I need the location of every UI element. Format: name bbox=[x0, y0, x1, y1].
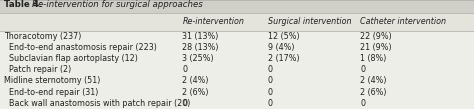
Text: Table 4:: Table 4: bbox=[4, 0, 42, 9]
Text: Re-intervention: Re-intervention bbox=[182, 17, 245, 26]
Text: 0: 0 bbox=[268, 65, 273, 74]
FancyBboxPatch shape bbox=[0, 0, 474, 13]
Text: End-to-end repair (31): End-to-end repair (31) bbox=[4, 88, 98, 97]
Text: 0: 0 bbox=[268, 88, 273, 97]
Text: 0: 0 bbox=[268, 99, 273, 108]
Text: 2 (4%): 2 (4%) bbox=[360, 77, 387, 85]
Text: Midline sternotomy (51): Midline sternotomy (51) bbox=[4, 77, 100, 85]
Text: 12 (5%): 12 (5%) bbox=[268, 32, 300, 41]
Text: 9 (4%): 9 (4%) bbox=[268, 43, 294, 52]
Text: Back wall anastomosis with patch repair (20): Back wall anastomosis with patch repair … bbox=[4, 99, 190, 108]
Text: 2 (6%): 2 (6%) bbox=[360, 88, 387, 97]
Text: Subclavian flap aortoplasty (12): Subclavian flap aortoplasty (12) bbox=[4, 54, 137, 63]
Text: 2 (4%): 2 (4%) bbox=[182, 77, 209, 85]
Text: 0: 0 bbox=[268, 77, 273, 85]
Text: Catheter intervention: Catheter intervention bbox=[360, 17, 447, 26]
Text: Surgical intervention: Surgical intervention bbox=[268, 17, 351, 26]
Text: 0: 0 bbox=[360, 99, 365, 108]
Text: 0: 0 bbox=[360, 65, 365, 74]
Text: 21 (9%): 21 (9%) bbox=[360, 43, 392, 52]
Text: 2 (17%): 2 (17%) bbox=[268, 54, 300, 63]
Text: 0: 0 bbox=[182, 99, 188, 108]
Text: 1 (8%): 1 (8%) bbox=[360, 54, 387, 63]
Text: 28 (13%): 28 (13%) bbox=[182, 43, 219, 52]
FancyBboxPatch shape bbox=[0, 13, 474, 31]
Text: 22 (9%): 22 (9%) bbox=[360, 32, 392, 41]
Text: Patch repair (2): Patch repair (2) bbox=[4, 65, 71, 74]
Text: 31 (13%): 31 (13%) bbox=[182, 32, 219, 41]
Text: Re-intervention for surgical approaches: Re-intervention for surgical approaches bbox=[32, 0, 203, 9]
Text: 3 (25%): 3 (25%) bbox=[182, 54, 214, 63]
Text: End-to-end anastomosis repair (223): End-to-end anastomosis repair (223) bbox=[4, 43, 157, 52]
Text: 0: 0 bbox=[182, 65, 188, 74]
Text: Thoracotomy (237): Thoracotomy (237) bbox=[4, 32, 81, 41]
Text: 2 (6%): 2 (6%) bbox=[182, 88, 209, 97]
